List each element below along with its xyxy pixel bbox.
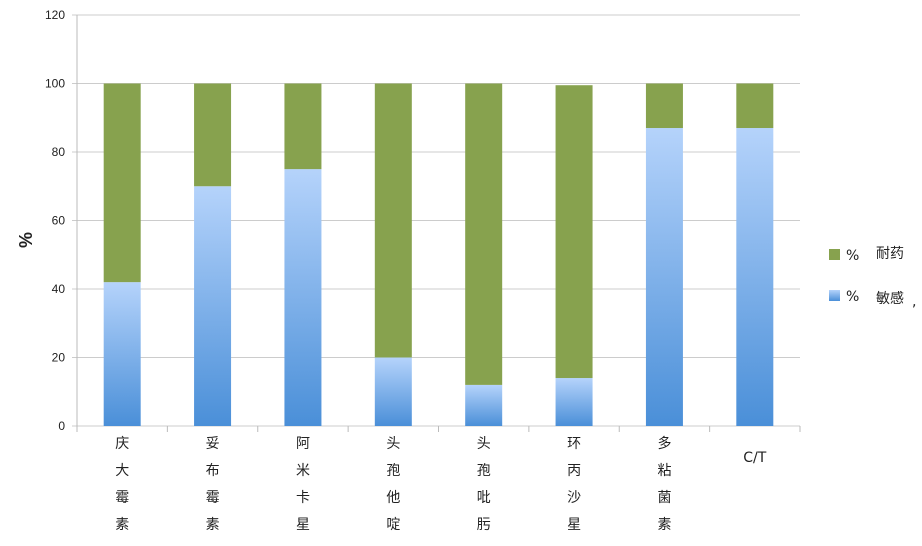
bar-resistant-6 — [645, 83, 683, 129]
bar-resistant-0 — [103, 83, 141, 283]
bars — [103, 83, 774, 426]
x-tick-marks — [76, 426, 801, 432]
bar-susceptible-2 — [284, 169, 322, 426]
bar-resistant-5 — [555, 85, 593, 379]
bar-susceptible-4 — [465, 384, 503, 426]
y-tick-label: 0 — [58, 419, 65, 433]
y-axis-label: % — [16, 232, 36, 248]
bar-resistant-2 — [284, 83, 322, 170]
legend-symbol-susceptible: % — [846, 289, 859, 305]
bar-susceptible-5 — [555, 378, 593, 426]
legend-label-resistant: 耐药 — [876, 246, 904, 262]
bar-resistant-3 — [374, 83, 412, 358]
legend-swatch-susceptible — [829, 290, 840, 301]
y-tick-label: 60 — [52, 214, 66, 228]
category-label-2: 阿米卡星 — [296, 436, 310, 533]
bar-susceptible-6 — [645, 128, 683, 426]
y-tick-label: 80 — [52, 145, 66, 159]
legend-label-susceptible: 敏感 — [876, 290, 904, 307]
y-tick-label: 20 — [52, 351, 66, 365]
y-tick-label: 40 — [52, 282, 66, 296]
category-label-5: 环丙沙星 — [567, 436, 581, 533]
y-tick-label: 100 — [45, 77, 65, 91]
bar-resistant-4 — [465, 83, 503, 385]
category-label-1: 妥布霉素 — [206, 436, 220, 533]
bar-susceptible-0 — [103, 282, 141, 426]
bar-susceptible-7 — [736, 128, 774, 426]
legend-symbol-resistant: % — [846, 248, 859, 264]
legend-suffix: , — [912, 294, 916, 310]
category-labels: 庆大霉素 妥布霉素 阿米卡星 头孢他啶 头孢吡肟 环丙沙星 多粘菌素 C/T — [115, 435, 767, 533]
category-label-6: 多粘菌素 — [657, 435, 671, 533]
category-label-0: 庆大霉素 — [115, 436, 129, 533]
grid-lines — [72, 14, 800, 427]
category-label-4: 头孢吡肟 — [477, 436, 491, 533]
bar-resistant-7 — [736, 83, 774, 129]
y-tick-label: 120 — [45, 8, 65, 22]
y-tick-labels: 0 20 40 60 80 100 120 — [45, 8, 65, 433]
category-label-3: 头孢他啶 — [386, 436, 400, 533]
bar-susceptible-1 — [194, 186, 232, 426]
bar-resistant-1 — [194, 83, 232, 187]
category-label-7: C/T — [743, 450, 766, 466]
legend-swatch-resistant — [829, 249, 840, 260]
bar-susceptible-3 — [374, 357, 412, 426]
legend: % 耐药 % 敏感 , — [829, 246, 916, 310]
